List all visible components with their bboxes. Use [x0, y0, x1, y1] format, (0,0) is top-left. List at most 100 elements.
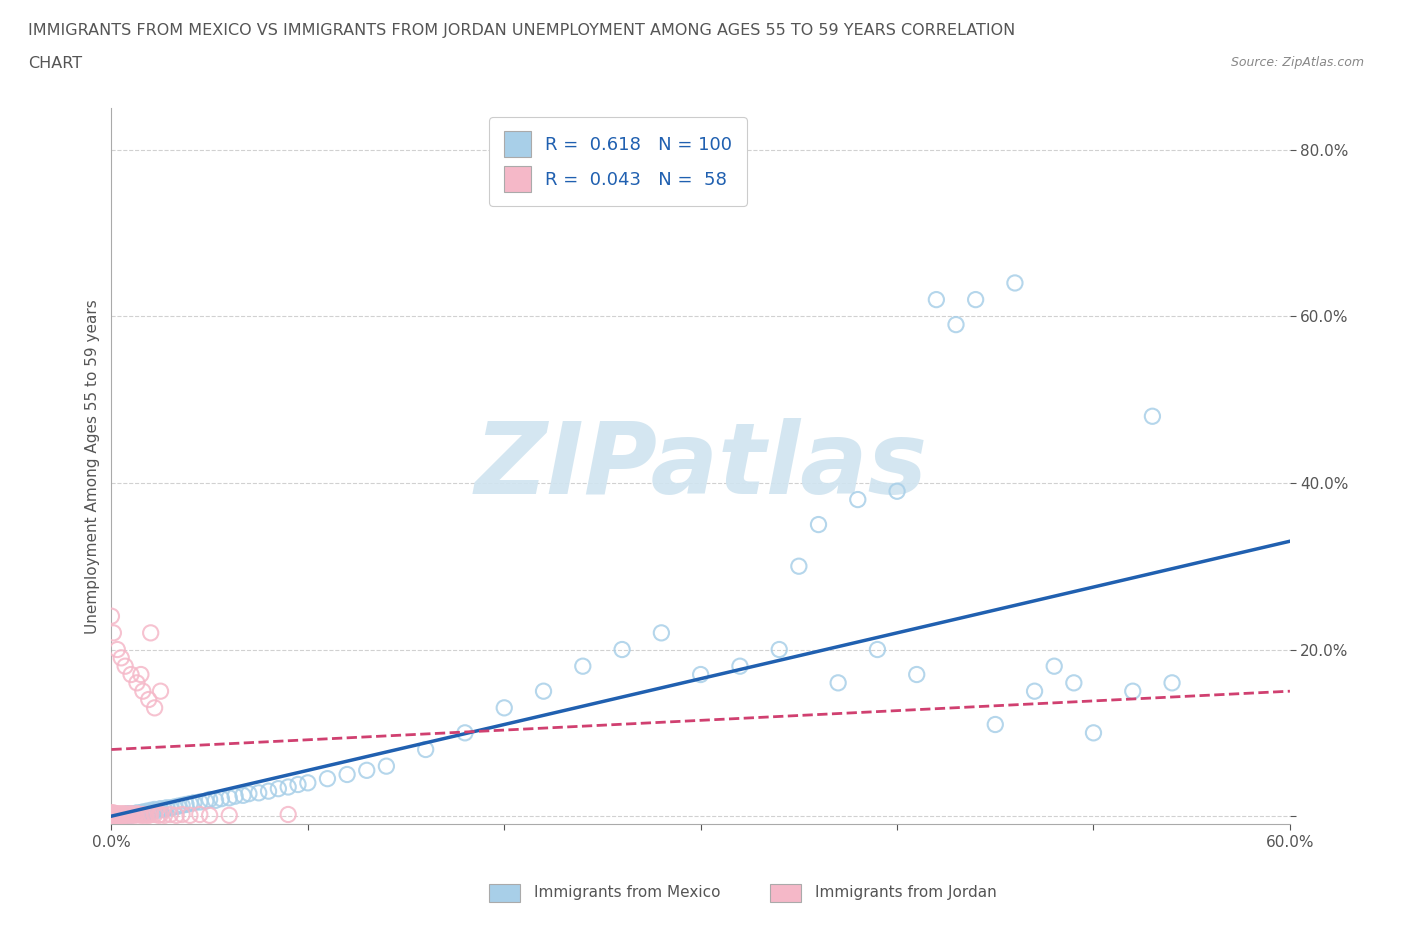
Point [287, 777, 309, 792]
Point [105, 806, 128, 821]
Point [415, 742, 437, 757]
Point [110, 650, 132, 665]
Point [139, 803, 162, 817]
Point [115, 808, 138, 823]
Point [129, 805, 152, 820]
Point [316, 771, 339, 786]
Point [118, 807, 141, 822]
Point [1063, 675, 1085, 690]
Point [159, 807, 181, 822]
Point [149, 684, 172, 698]
Text: CHART: CHART [28, 56, 82, 71]
Point [125, 805, 148, 820]
FancyBboxPatch shape [770, 884, 801, 902]
Point [155, 801, 177, 816]
Point [153, 802, 176, 817]
Point [138, 692, 160, 707]
Point [1161, 675, 1184, 690]
Point [114, 807, 136, 822]
Point [149, 807, 172, 822]
Point [454, 725, 477, 740]
Point [108, 807, 131, 822]
Point [650, 626, 672, 641]
Point [128, 806, 150, 821]
Point [103, 807, 125, 822]
Point [100, 808, 122, 823]
Point [138, 808, 160, 823]
Point [277, 807, 299, 822]
Point [120, 667, 142, 682]
Point [103, 808, 125, 823]
Point [100, 809, 122, 824]
Point [1142, 409, 1164, 424]
Point [277, 779, 299, 794]
Point [100, 809, 122, 824]
Point [114, 809, 136, 824]
Point [768, 642, 790, 657]
Point [104, 809, 127, 824]
Point [257, 784, 280, 799]
Point [110, 808, 132, 823]
Point [115, 808, 138, 823]
Y-axis label: Unemployment Among Ages 55 to 59 years: Unemployment Among Ages 55 to 59 years [86, 299, 100, 633]
Point [110, 809, 132, 824]
Point [105, 642, 128, 657]
Point [120, 806, 142, 821]
Point [188, 794, 211, 809]
Point [209, 791, 232, 806]
Point [115, 806, 138, 821]
Point [100, 809, 122, 824]
Point [100, 809, 122, 824]
Point [356, 763, 378, 777]
Point [108, 809, 131, 824]
Point [1024, 684, 1046, 698]
Point [224, 789, 246, 804]
Point [100, 807, 122, 822]
Point [100, 807, 122, 822]
Point [132, 807, 155, 822]
Point [143, 807, 166, 822]
Text: IMMIGRANTS FROM MEXICO VS IMMIGRANTS FROM JORDAN UNEMPLOYMENT AMONG AGES 55 TO 5: IMMIGRANTS FROM MEXICO VS IMMIGRANTS FRO… [28, 23, 1015, 38]
Point [267, 781, 290, 796]
Point [100, 808, 122, 823]
Point [533, 684, 555, 698]
Point [132, 804, 155, 819]
Point [104, 808, 127, 823]
Point [110, 806, 132, 821]
Point [112, 807, 135, 822]
Point [232, 788, 254, 803]
Point [100, 809, 122, 824]
Point [100, 809, 122, 824]
Point [163, 800, 186, 815]
FancyBboxPatch shape [489, 884, 520, 902]
Point [103, 809, 125, 824]
Point [100, 805, 122, 820]
Point [1043, 658, 1066, 673]
Point [787, 559, 810, 574]
Point [165, 808, 187, 823]
Point [135, 804, 157, 818]
Point [110, 807, 132, 822]
Point [984, 717, 1007, 732]
Text: Immigrants from Jordan: Immigrants from Jordan [815, 885, 997, 900]
Point [153, 808, 176, 823]
Point [103, 807, 125, 822]
Point [905, 667, 928, 682]
Point [104, 809, 127, 824]
Point [125, 675, 148, 690]
Point [105, 808, 128, 823]
Point [103, 809, 125, 824]
Point [610, 642, 633, 657]
Point [866, 642, 889, 657]
Point [204, 793, 226, 808]
Point [143, 700, 166, 715]
Point [148, 808, 170, 823]
Point [689, 667, 711, 682]
Point [114, 806, 136, 821]
Point [1122, 684, 1144, 698]
Point [297, 776, 319, 790]
Point [807, 517, 830, 532]
Point [104, 806, 127, 821]
Point [135, 807, 157, 822]
Point [139, 807, 162, 822]
